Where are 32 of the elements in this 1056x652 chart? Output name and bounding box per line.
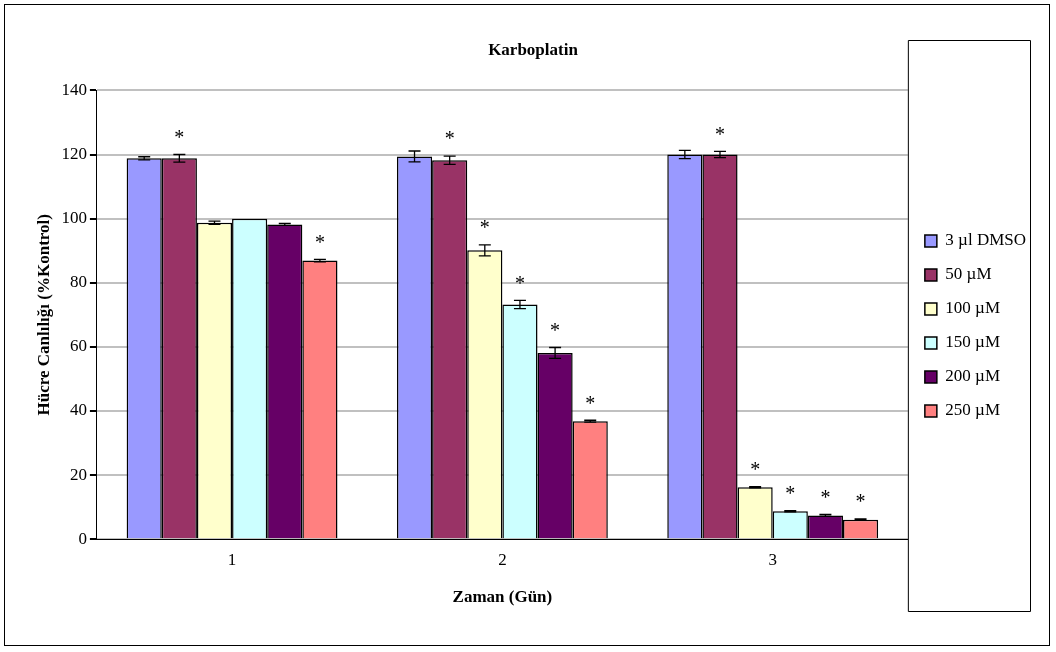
y-tick-label: 40 [69, 400, 87, 420]
data-label: * [585, 391, 596, 414]
data-label: * [714, 122, 725, 145]
data-label: * [444, 127, 455, 150]
legend-label: 100 µM [945, 298, 1001, 318]
y-tick-label: 80 [69, 272, 87, 292]
y-tick-label: 60 [69, 336, 87, 356]
x-axis-title: Zaman (Gün) [452, 587, 553, 607]
legend-label: 50 µM [945, 264, 992, 284]
y-tick-label: 100 [61, 208, 87, 228]
x-tick-label: 3 [768, 549, 777, 569]
data-label: * [479, 216, 490, 239]
y-tick-label: 20 [69, 464, 87, 484]
legend-label: 250 µM [945, 400, 1001, 420]
data-label: * [174, 125, 185, 148]
y-tick-label: 120 [61, 143, 87, 163]
legend-label: 150 µM [945, 332, 1001, 352]
y-tick-label: 0 [78, 528, 87, 548]
data-label: * [750, 457, 761, 480]
legend-label: 3 µl DMSO [945, 230, 1027, 250]
data-label: * [855, 490, 866, 513]
x-tick-label: 2 [498, 549, 507, 569]
legend-label: 200 µM [945, 366, 1001, 386]
data-label: * [314, 230, 325, 253]
data-label: * [820, 485, 831, 508]
y-axis-title: Hücre Canlılığı (%Kontrol) [33, 214, 53, 416]
data-label: * [550, 318, 561, 341]
y-tick-label: 140 [61, 79, 87, 99]
x-tick-label: 1 [227, 549, 237, 569]
data-label: * [514, 271, 525, 294]
data-label: * [785, 481, 796, 504]
chart-title: Karboplatin [488, 39, 579, 59]
